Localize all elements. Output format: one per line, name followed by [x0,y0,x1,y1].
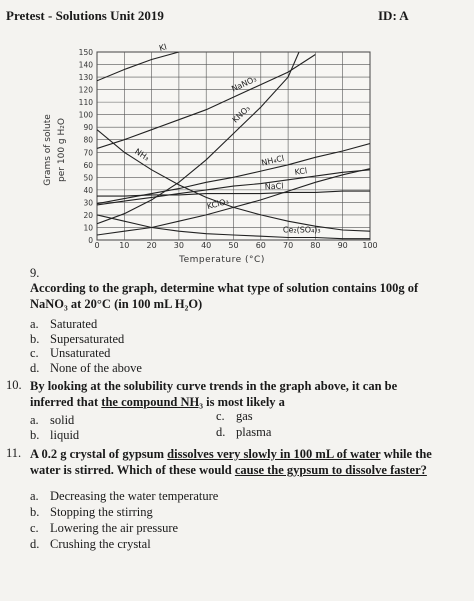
curve [97,190,370,197]
option-letter: c. [30,521,39,535]
curve [97,168,370,236]
x-tick-label: 20 [147,241,157,250]
x-tick-label: 100 [362,241,377,250]
y-tick-label: 120 [79,86,94,95]
option-letter: b. [30,332,40,346]
question-text: By looking at the solubility curve trend… [30,378,420,410]
y-tick-label: 90 [83,123,93,132]
option-text: Stopping the stirring [50,505,153,519]
question-text: According to the graph, determine what t… [30,280,420,312]
option-letter: d. [30,537,40,551]
curve-label: NaCl [265,182,284,192]
option-letter: a. [30,413,39,427]
header-title: Pretest - Solutions Unit 2019 [6,8,164,23]
y-tick-label: 100 [79,111,94,120]
option-letter: c. [30,346,39,360]
answer-option: c. Lowering the air pressure [30,521,178,536]
y-tick-label: 60 [83,161,93,170]
x-tick-label: 50 [228,241,238,250]
answer-option: a. Saturated [30,317,97,332]
curve-label: KCl [294,166,308,177]
y-tick-label: 50 [83,173,93,182]
y-tick-label: 40 [83,186,93,195]
answer-option: b. Stopping the stirring [30,505,153,520]
option-text: gas [236,409,253,423]
option-letter: d. [30,361,40,375]
answer-option: d. None of the above [30,361,142,376]
option-text: solid [50,413,75,427]
answer-option: a. solid [30,413,74,428]
answer-option: d. plasma [216,425,271,440]
option-text: Saturated [50,317,98,331]
option-letter: b. [30,428,40,442]
answer-option: a. Decreasing the water temperature [30,489,218,504]
option-text: Unsaturated [50,346,111,360]
option-text: Decreasing the water temperature [50,489,219,503]
question-text-part: is most likely a [202,395,285,409]
question-text-part: while the water is stirred. Which of the… [30,447,432,477]
x-tick-label: 80 [310,241,320,250]
option-letter: a. [30,317,39,331]
x-tick-label: 0 [94,241,99,250]
y-tick-label: 0 [88,236,93,245]
curve [97,214,370,240]
question-number: 10. [6,378,22,392]
y-tick-label: 150 [79,48,94,57]
answer-option: c. Unsaturated [30,346,110,361]
curve [97,169,370,206]
option-text: plasma [236,425,272,439]
option-text: liquid [50,428,80,442]
x-tick-label: 70 [283,241,293,250]
option-letter: d. [216,425,226,439]
y-tick-label: 10 [83,223,93,232]
question-text-part: A 0.2 g crystal of gypsum [30,447,168,461]
y-axis-label: Grams of solute [43,114,53,186]
curve-label: Ce₂(SO₄)₃ [283,225,321,234]
option-text: Crushing the crystal [50,537,151,551]
x-tick-label: 90 [338,241,348,250]
x-tick-label: 30 [174,241,184,250]
question-text-part: According to the graph, determine what t… [30,281,419,311]
curve [97,52,180,82]
answer-option: b. liquid [30,428,79,443]
answer-option: d. Crushing the crystal [30,537,151,552]
answer-option: b. Supersaturated [30,332,124,347]
x-tick-label: 10 [119,241,129,250]
y-tick-label: 130 [79,73,94,82]
question-number: 9. [30,266,40,280]
option-letter: a. [30,489,39,503]
question-text-part: dissolves very slowly in 100 mL of water [167,447,381,461]
x-tick-label: 60 [256,241,266,250]
y-tick-label: 70 [83,148,93,157]
header-id: ID: A [378,8,409,23]
question-number: 11. [6,446,22,460]
y-tick-label: 80 [83,136,93,145]
question-text-part: the compound NH₃ [101,395,203,409]
option-letter: c. [216,409,225,423]
option-text: Supersaturated [50,332,125,346]
curve-label: KI [158,42,168,53]
y-tick-label: 140 [79,61,94,70]
curve [97,52,300,225]
y-tick-label: 30 [83,198,93,207]
curve [97,54,316,150]
question-text-part: cause the gypsum to dissolve faster? [234,463,427,477]
option-letter: b. [30,505,40,519]
option-text: None of the above [50,361,142,375]
question-text-part: By looking at the solubility curve trend… [30,379,398,409]
question-text: A 0.2 g crystal of gypsum dissolves very… [30,446,440,478]
y-axis-label: per 100 g H₂O [57,118,67,182]
y-tick-label: 20 [83,211,93,220]
option-text: Lowering the air pressure [50,521,179,535]
answer-option: c. gas [216,409,253,424]
x-tick-label: 40 [201,241,211,250]
y-tick-label: 110 [79,98,94,107]
x-axis-label: Temperature (°C) [178,255,265,265]
